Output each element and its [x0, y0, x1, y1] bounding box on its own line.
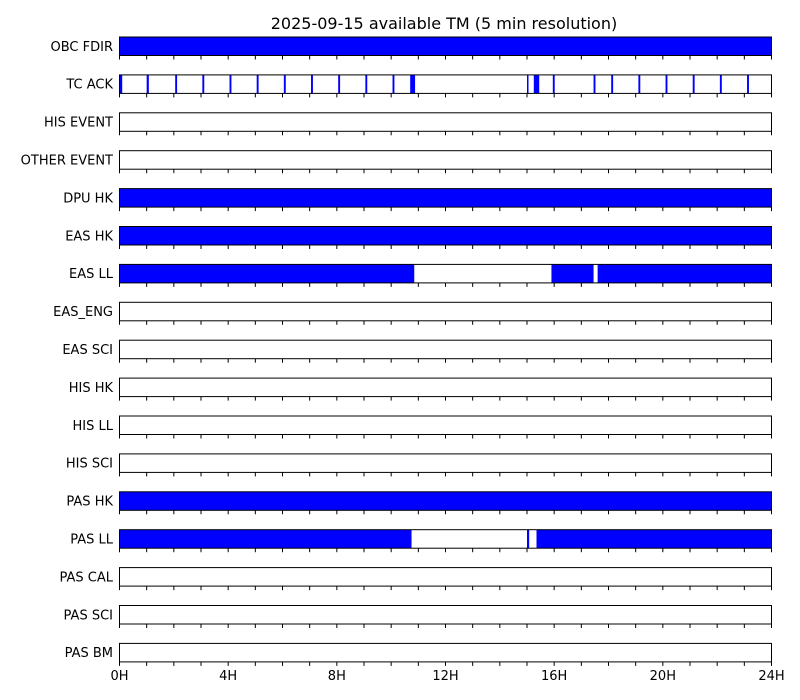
chart-title: 2025-09-15 available TM (5 min resolutio…: [271, 14, 617, 33]
timeline-row: HIS SCI: [66, 453, 772, 477]
timeline-row: HIS HK: [69, 377, 772, 401]
availability-segment: [119, 491, 772, 511]
row-label: HIS EVENT: [44, 116, 113, 131]
x-tick-label: 12H: [432, 669, 458, 684]
availability-segment: [527, 74, 529, 94]
availability-segment: [311, 74, 313, 94]
row-label: HIS LL: [73, 419, 114, 434]
row-label: DPU HK: [63, 191, 113, 206]
availability-segment: [283, 74, 286, 94]
row-label: PAS CAL: [60, 570, 114, 585]
availability-segment: [410, 74, 416, 94]
availability-segment: [175, 74, 178, 94]
availability-segment: [692, 74, 695, 94]
row-background: [119, 605, 772, 624]
row-background: [119, 643, 772, 662]
row-background: [119, 378, 772, 397]
row-background: [119, 453, 772, 473]
availability-segment: [747, 74, 749, 94]
availability-segment: [597, 264, 772, 283]
row-background: [119, 150, 772, 170]
timeline-row: PAS CAL: [60, 567, 772, 591]
timeline-row: TC ACK: [65, 74, 772, 98]
availability-segment: [119, 37, 772, 56]
timeline-row: PAS LL: [70, 529, 772, 553]
availability-segment: [665, 74, 668, 94]
row-label: HIS SCI: [66, 457, 113, 472]
row-background: [119, 567, 772, 587]
row-label: PAS HK: [66, 495, 113, 510]
timeline-row: HIS LL: [73, 415, 772, 439]
availability-segment: [536, 529, 772, 549]
timeline-row: HIS EVENT: [44, 112, 772, 136]
availability-segment: [256, 74, 259, 94]
x-tick-label: 8H: [328, 669, 346, 684]
timeline-row: EAS_ENG: [53, 301, 772, 325]
row-label: EAS_ENG: [53, 305, 113, 320]
availability-segment: [593, 74, 596, 94]
x-tick-label: 24H: [758, 669, 784, 684]
row-label: EAS LL: [69, 267, 114, 282]
availability-segment: [552, 74, 555, 94]
x-axis: 0H 4H 8H 12H 16H 20H 24H: [110, 669, 784, 684]
availability-segment: [146, 74, 149, 94]
timeline-row: OTHER EVENT: [21, 150, 772, 174]
row-label: PAS BM: [65, 646, 113, 661]
row-background: [119, 340, 772, 359]
availability-segment: [719, 74, 722, 94]
row-label: HIS HK: [69, 381, 114, 396]
availability-segment: [392, 74, 395, 94]
timeline-row: EAS LL: [69, 263, 772, 287]
timeline-row: PAS SCI: [64, 605, 772, 628]
availability-segment: [119, 226, 772, 245]
availability-segment: [611, 74, 614, 94]
row-label: EAS SCI: [62, 343, 113, 358]
availability-segment: [119, 74, 123, 94]
availability-segment: [119, 264, 415, 283]
x-tick-label: 0H: [110, 669, 128, 684]
availability-segment: [338, 74, 341, 94]
row-label: PAS LL: [70, 532, 114, 547]
availability-segment: [365, 74, 368, 94]
row-background: [119, 74, 772, 94]
availability-segment: [533, 74, 540, 94]
timeline-row: PAS BM: [65, 642, 772, 666]
row-label: TC ACK: [65, 78, 113, 93]
row-label: OBC FDIR: [51, 40, 114, 55]
availability-segment: [119, 188, 772, 208]
x-tick-label: 4H: [219, 669, 237, 684]
row-label: EAS HK: [65, 229, 113, 244]
timeline-row: PAS HK: [66, 491, 772, 515]
row-label: PAS SCI: [64, 608, 113, 623]
availability-segment: [638, 74, 641, 94]
timeline-rows: OBC FDIR TC ACK HIS EVENT OTHER EVENT DPU HK…: [21, 36, 772, 666]
availability-segment: [119, 529, 412, 549]
timeline-row: DPU HK: [63, 188, 772, 212]
row-label: OTHER EVENT: [21, 153, 113, 168]
row-background: [119, 302, 772, 321]
timeline-row: OBC FDIR: [51, 36, 772, 60]
availability-segment: [229, 74, 232, 94]
availability-segment: [202, 74, 205, 94]
x-tick-label: 16H: [541, 669, 567, 684]
row-background: [119, 416, 772, 435]
timeline-row: EAS SCI: [62, 339, 772, 363]
timeline-row: EAS HK: [65, 226, 772, 249]
availability-segment: [527, 529, 530, 549]
availability-segment: [551, 264, 594, 283]
x-tick-label: 20H: [650, 669, 676, 684]
row-background: [119, 112, 772, 132]
